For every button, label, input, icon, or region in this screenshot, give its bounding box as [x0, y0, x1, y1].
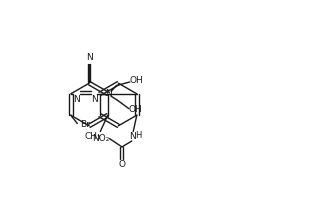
Text: Br: Br [80, 120, 90, 129]
Text: N: N [105, 89, 112, 98]
Text: N: N [129, 132, 136, 141]
Text: H: H [135, 131, 142, 140]
Text: OH: OH [129, 105, 142, 114]
Text: O: O [118, 160, 125, 169]
Text: OH: OH [129, 76, 143, 85]
Text: NO₂: NO₂ [92, 134, 109, 143]
Text: N: N [86, 53, 93, 62]
Text: N: N [73, 95, 79, 104]
Text: N: N [91, 95, 98, 104]
Text: CH₃: CH₃ [85, 132, 102, 141]
